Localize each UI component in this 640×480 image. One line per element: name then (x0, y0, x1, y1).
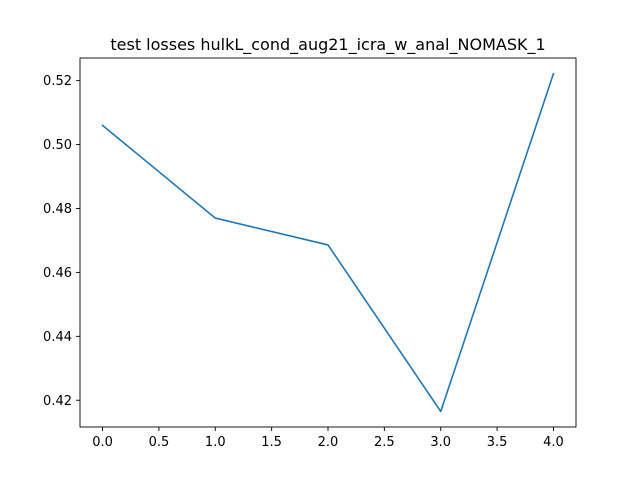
y-tick-label: 0.42 (43, 394, 72, 409)
y-tick-label: 0.52 (43, 74, 72, 89)
y-tick-label: 0.48 (43, 202, 72, 217)
y-tick-label: 0.44 (43, 330, 72, 345)
chart-title: test losses hulkL_cond_aug21_icra_w_anal… (110, 35, 545, 55)
plot-area: 0.0 0.5 1.0 1.5 2.0 2.5 3.0 3.5 4.0 0.42 0.44 0.46 0… (43, 57, 577, 450)
x-tick-label: 0.5 (149, 435, 170, 450)
x-tick-label: 3.0 (430, 435, 451, 450)
x-tick-label: 4.0 (543, 435, 564, 450)
y-tick-label: 0.50 (43, 138, 72, 153)
series-line (101, 72, 555, 413)
x-tick-label: 1.5 (261, 435, 282, 450)
x-tick-label: 2.0 (318, 435, 339, 450)
x-tick-label: 2.5 (374, 435, 395, 450)
x-tick-label: 3.5 (487, 435, 508, 450)
x-tick-label: 0.0 (92, 435, 113, 450)
y-tick-label: 0.46 (43, 266, 72, 281)
axes-frame (79, 57, 577, 428)
x-tick-label: 1.0 (205, 435, 226, 450)
